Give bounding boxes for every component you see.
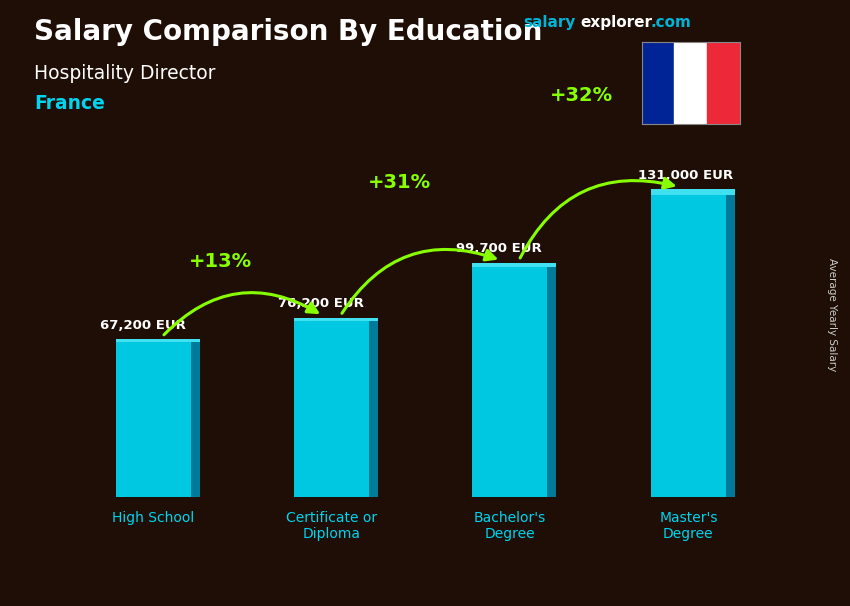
Text: 76,200 EUR: 76,200 EUR [278,298,364,310]
Text: 99,700 EUR: 99,700 EUR [456,242,542,255]
Bar [674,42,707,124]
Text: 67,200 EUR: 67,200 EUR [99,319,185,331]
Text: +13%: +13% [190,252,252,271]
Bar [369,318,378,497]
Text: salary: salary [523,15,575,30]
Bar [116,339,190,497]
Bar [473,263,547,497]
Text: Average Yearly Salary: Average Yearly Salary [827,259,837,371]
Bar [294,318,369,497]
Text: .com: .com [650,15,691,30]
Bar [726,189,734,497]
Bar [190,339,200,497]
Bar [473,263,557,267]
Text: France: France [34,94,105,113]
Bar [651,189,734,195]
Text: Hospitality Director: Hospitality Director [34,64,216,82]
Text: 131,000 EUR: 131,000 EUR [638,168,734,182]
Text: +32%: +32% [550,86,613,105]
Text: Salary Comparison By Education: Salary Comparison By Education [34,18,542,46]
Bar [651,189,726,497]
Bar [642,42,674,124]
Bar [116,339,200,342]
Text: +31%: +31% [368,173,431,192]
Bar [707,42,740,124]
Bar [547,263,557,497]
Text: explorer: explorer [581,15,653,30]
Bar [294,318,378,321]
